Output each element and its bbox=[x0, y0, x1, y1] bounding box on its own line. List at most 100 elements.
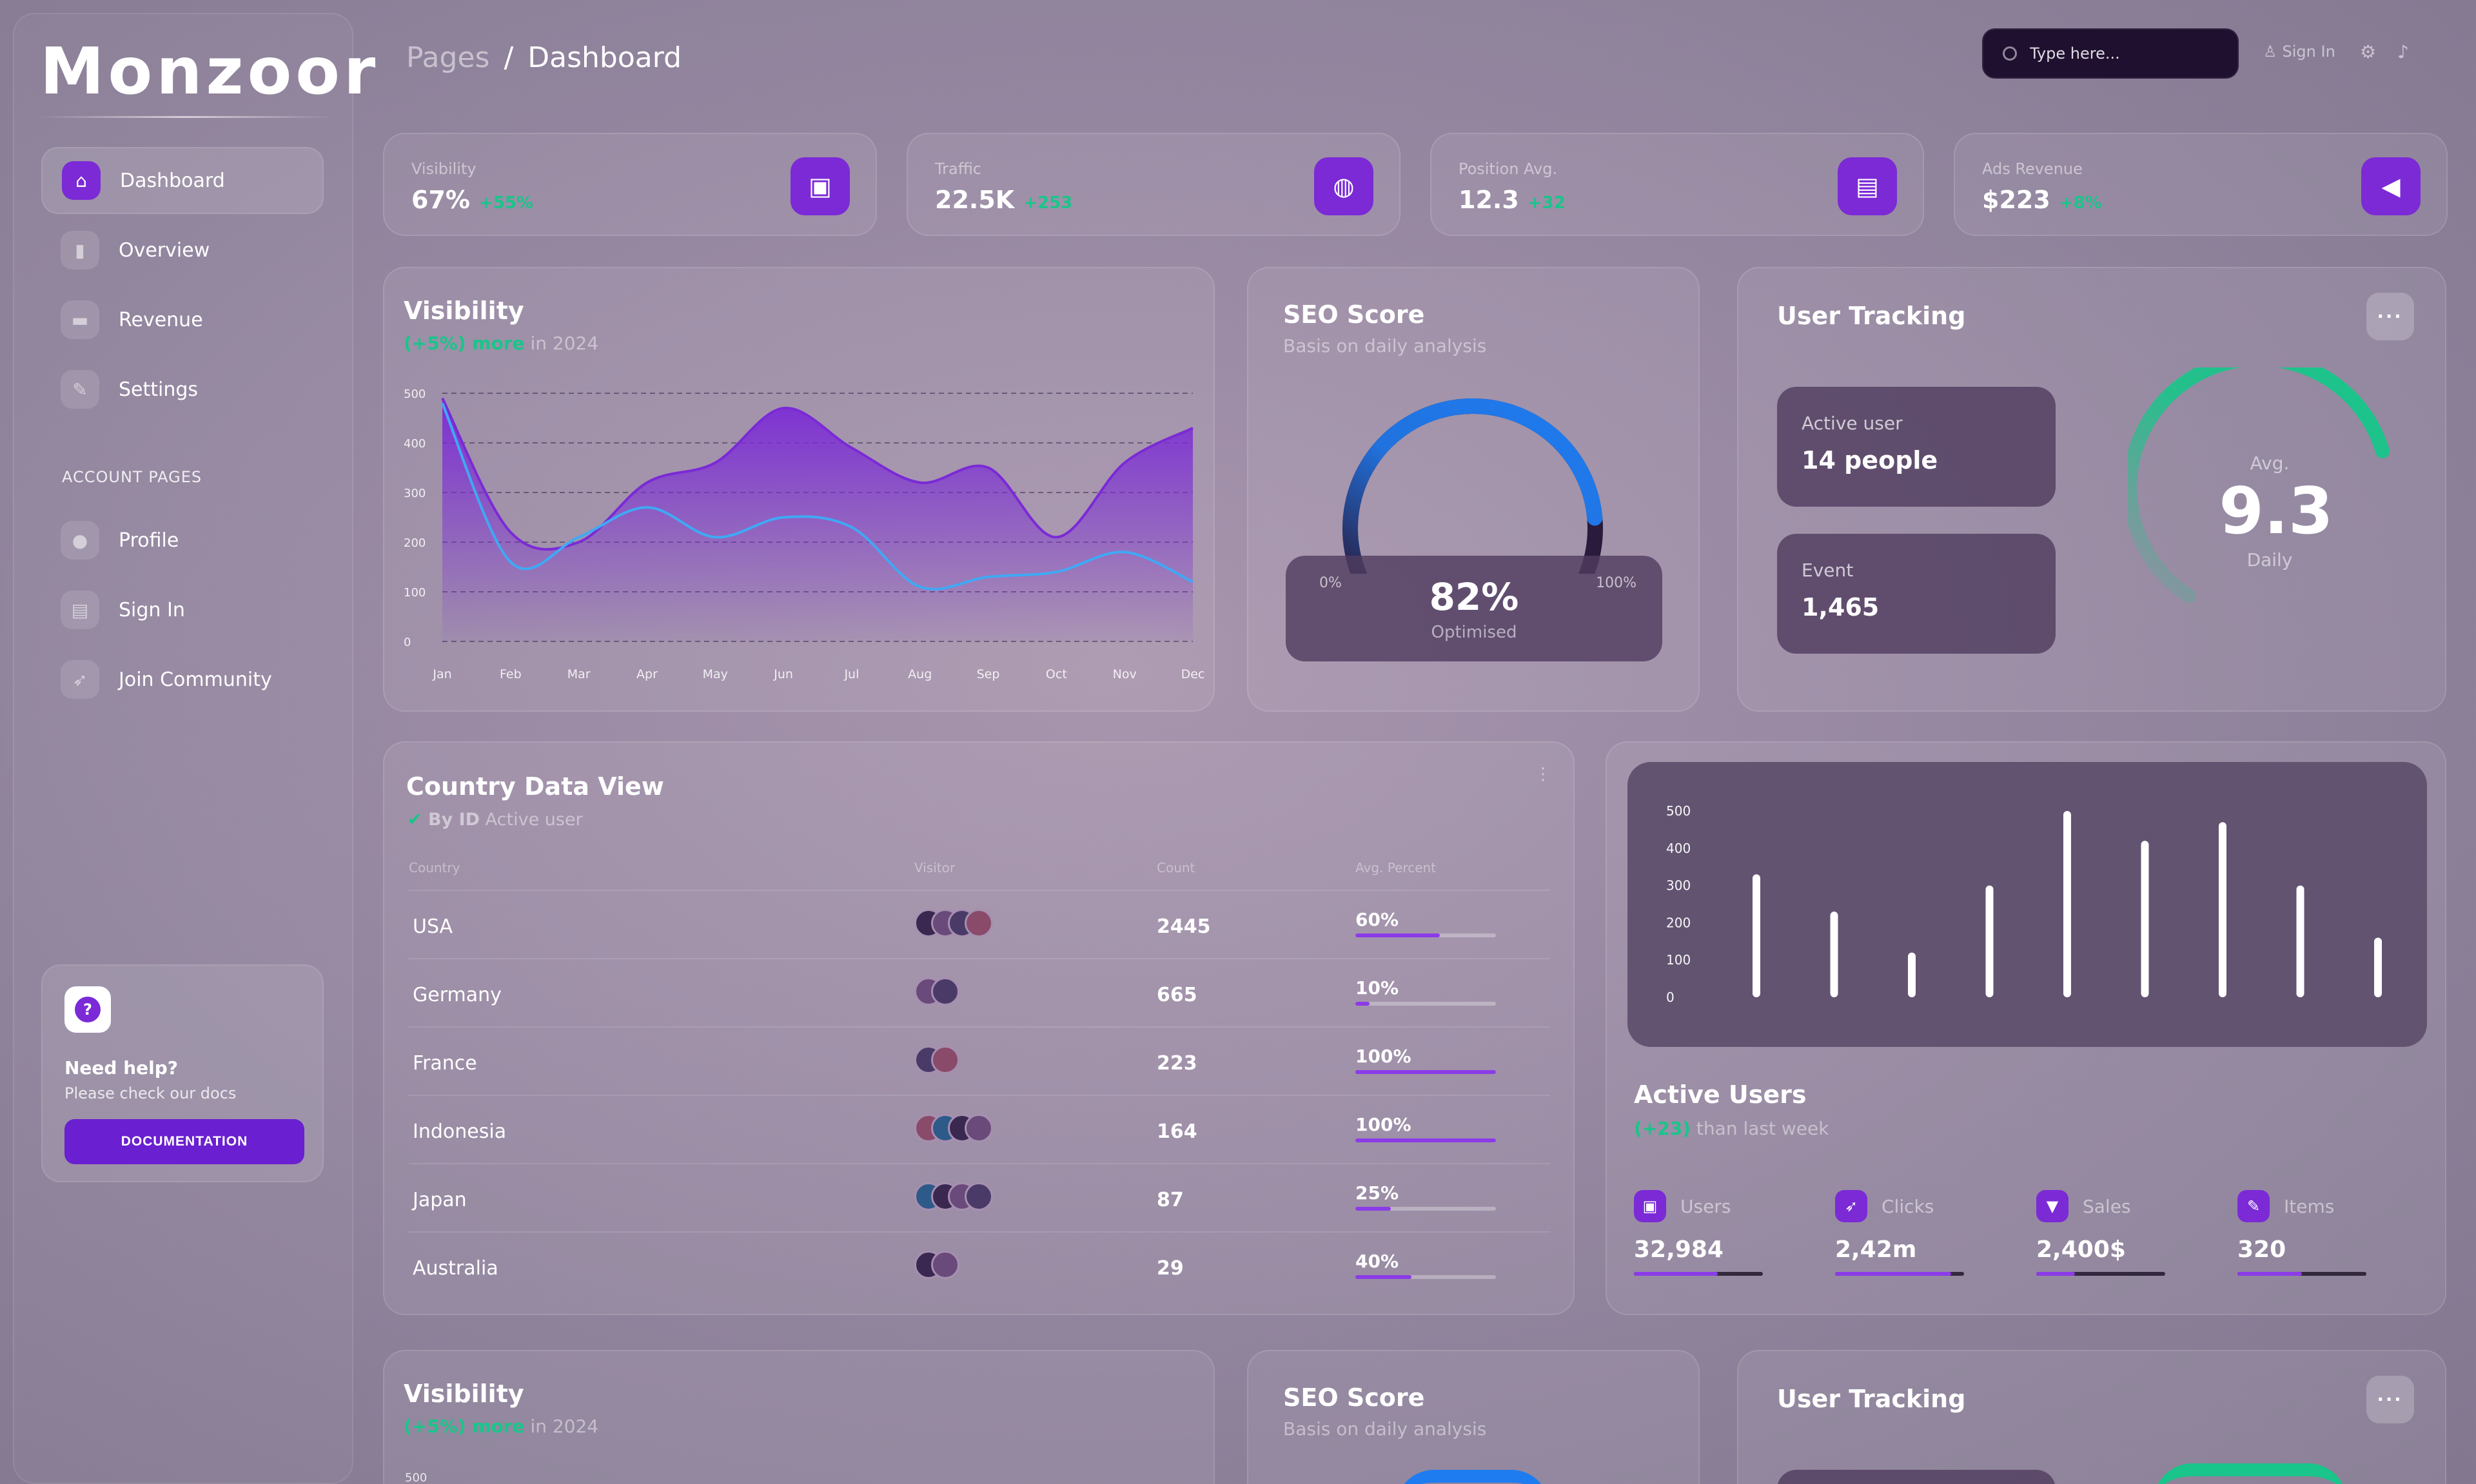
person-icon: ♙ bbox=[2263, 43, 2277, 61]
stat-value: $223 +8% bbox=[1982, 186, 2102, 214]
avatar[interactable] bbox=[965, 1114, 993, 1142]
sidebar-item-settings[interactable]: ✎ Settings bbox=[41, 356, 324, 423]
bell-icon[interactable]: ♪ bbox=[2397, 41, 2409, 63]
x-tick-label: Dec bbox=[1181, 667, 1205, 681]
visitor-count: 665 bbox=[1157, 984, 1197, 1006]
tracking-more-button[interactable]: ··· bbox=[2366, 293, 2414, 340]
avatar[interactable] bbox=[965, 1182, 993, 1211]
sidebar-item-revenue[interactable]: ▬ Revenue bbox=[41, 286, 324, 353]
series-line bbox=[441, 397, 1194, 551]
percent-bar bbox=[1355, 1070, 1496, 1074]
sidebar bbox=[13, 13, 353, 1484]
y-tick-label: 100 bbox=[404, 586, 426, 600]
credit-card-icon: ▬ bbox=[61, 300, 99, 339]
active-users-period: than last week bbox=[1691, 1118, 1829, 1139]
country-name: Japan bbox=[413, 1189, 467, 1211]
table-row[interactable]: Germany 665 10% bbox=[409, 958, 1550, 1026]
visitor-avatars bbox=[914, 909, 993, 937]
country-name: France bbox=[413, 1052, 477, 1075]
au-stat-bar-fill bbox=[2237, 1272, 2302, 1276]
country-more-icon[interactable]: ⋮ bbox=[1535, 765, 1551, 784]
stat-delta: +32 bbox=[1528, 193, 1566, 213]
search-box[interactable] bbox=[1982, 28, 2239, 79]
seo-title-2: SEO Score bbox=[1283, 1383, 1425, 1412]
cart-icon: ▼ bbox=[2036, 1190, 2068, 1222]
au-stat-bar bbox=[2237, 1272, 2366, 1276]
active-user-value: 14 people bbox=[1802, 446, 1938, 474]
stat-delta: +8% bbox=[2059, 193, 2102, 213]
gear-icon[interactable]: ⚙ bbox=[2360, 41, 2377, 63]
country-name: Indonesia bbox=[413, 1120, 507, 1143]
bar bbox=[1753, 874, 1760, 997]
avatar[interactable] bbox=[931, 1046, 959, 1074]
breadcrumb-separator: / bbox=[504, 41, 514, 74]
header-visitor: Visitor bbox=[914, 860, 956, 875]
sidebar-item-label: Sign In bbox=[119, 598, 185, 621]
visitor-avatars bbox=[914, 1182, 993, 1211]
documentation-button[interactable]: DOCUMENTATION bbox=[64, 1119, 304, 1164]
seo-max-label: 100% bbox=[1596, 575, 1636, 591]
home-icon: ⌂ bbox=[62, 161, 101, 200]
wallet-icon[interactable]: ▣ bbox=[791, 157, 850, 215]
brand-logo[interactable]: Monzoor bbox=[40, 34, 380, 109]
bar bbox=[2219, 822, 2226, 997]
sidebar-item-sign-in[interactable]: ▤ Sign In bbox=[41, 576, 324, 643]
table-row[interactable]: Indonesia 164 100% bbox=[409, 1095, 1550, 1163]
table-row[interactable]: USA 2445 60% bbox=[409, 890, 1550, 958]
percent-bar-fill bbox=[1355, 1002, 1370, 1006]
sidebar-item-overview[interactable]: ▮ Overview bbox=[41, 217, 324, 284]
sign-in-label: Sign In bbox=[2282, 43, 2335, 61]
avg-percent: 100% bbox=[1355, 1114, 1411, 1135]
country-name: Australia bbox=[413, 1257, 498, 1280]
active-users-stat-users: ▣ Users 32,984 bbox=[1634, 1190, 1763, 1276]
breadcrumb-current: Dashboard bbox=[527, 41, 682, 74]
avg-percent: 25% bbox=[1355, 1182, 1399, 1204]
visibility-delta: (+5%) more bbox=[404, 333, 525, 354]
avg-percent: 100% bbox=[1355, 1046, 1411, 1067]
au-stat-bar-fill bbox=[1634, 1272, 1718, 1276]
table-row[interactable]: France 223 100% bbox=[409, 1026, 1550, 1095]
globe-icon[interactable]: ◍ bbox=[1314, 157, 1373, 215]
percent-bar bbox=[1355, 1138, 1496, 1142]
visitor-count: 2445 bbox=[1157, 915, 1211, 938]
seo-gauge-fill bbox=[1342, 398, 1603, 574]
bar bbox=[1830, 912, 1838, 997]
breadcrumb-parent[interactable]: Pages bbox=[406, 41, 490, 74]
avatar[interactable] bbox=[965, 909, 993, 937]
au-stat-value: 32,984 bbox=[1634, 1236, 1724, 1263]
x-tick-label: Jul bbox=[843, 667, 859, 681]
seo-score-card-2 bbox=[1247, 1350, 1700, 1484]
person-icon: ● bbox=[61, 521, 99, 560]
au-stat-value: 2,400$ bbox=[2036, 1236, 2126, 1263]
tracking-gauge-arc bbox=[2128, 367, 2390, 603]
table-row[interactable]: Australia 29 40% bbox=[409, 1231, 1550, 1300]
sidebar-item-label: Join Community bbox=[119, 668, 272, 691]
search-icon bbox=[2003, 46, 2017, 61]
header-avg-percent: Avg. Percent bbox=[1355, 860, 1437, 875]
search-input[interactable] bbox=[2030, 44, 2223, 63]
bar bbox=[1985, 885, 1994, 997]
avatar[interactable] bbox=[931, 977, 959, 1006]
seo-subtitle-2: Basis on daily analysis bbox=[1283, 1418, 1487, 1440]
seo-gauge-2-arc bbox=[1395, 1470, 1550, 1484]
header-country: Country bbox=[409, 860, 460, 875]
sidebar-item-join-community[interactable]: ➶ Join Community bbox=[41, 646, 324, 713]
y-tick-label: 300 bbox=[404, 487, 426, 500]
megaphone-icon[interactable]: ◀ bbox=[2361, 157, 2421, 215]
file-icon[interactable]: ▤ bbox=[1838, 157, 1897, 215]
au-stat-bar bbox=[1835, 1272, 1964, 1276]
active-users-bar-chart: 0 100 200 300 400 500 bbox=[1666, 803, 2382, 1005]
sign-in-link[interactable]: ♙ Sign In bbox=[2263, 43, 2335, 61]
tracking-more-button-2[interactable]: ··· bbox=[2366, 1376, 2414, 1423]
active-user-box-2 bbox=[1777, 1470, 2056, 1484]
sidebar-item-label: Settings bbox=[119, 378, 199, 401]
au-stat-value: 2,42m bbox=[1835, 1236, 1917, 1263]
sidebar-item-profile[interactable]: ● Profile bbox=[41, 507, 324, 574]
avatar[interactable] bbox=[931, 1251, 959, 1279]
sidebar-item-dashboard[interactable]: ⌂ Dashboard bbox=[41, 147, 324, 214]
table-row[interactable]: Japan 87 25% bbox=[409, 1163, 1550, 1231]
x-tick-label: Nov bbox=[1113, 667, 1137, 681]
au-stat-bar bbox=[1634, 1272, 1763, 1276]
y-tick-label: 100 bbox=[1666, 952, 1691, 968]
event-box: Event 1,465 bbox=[1777, 534, 2056, 654]
